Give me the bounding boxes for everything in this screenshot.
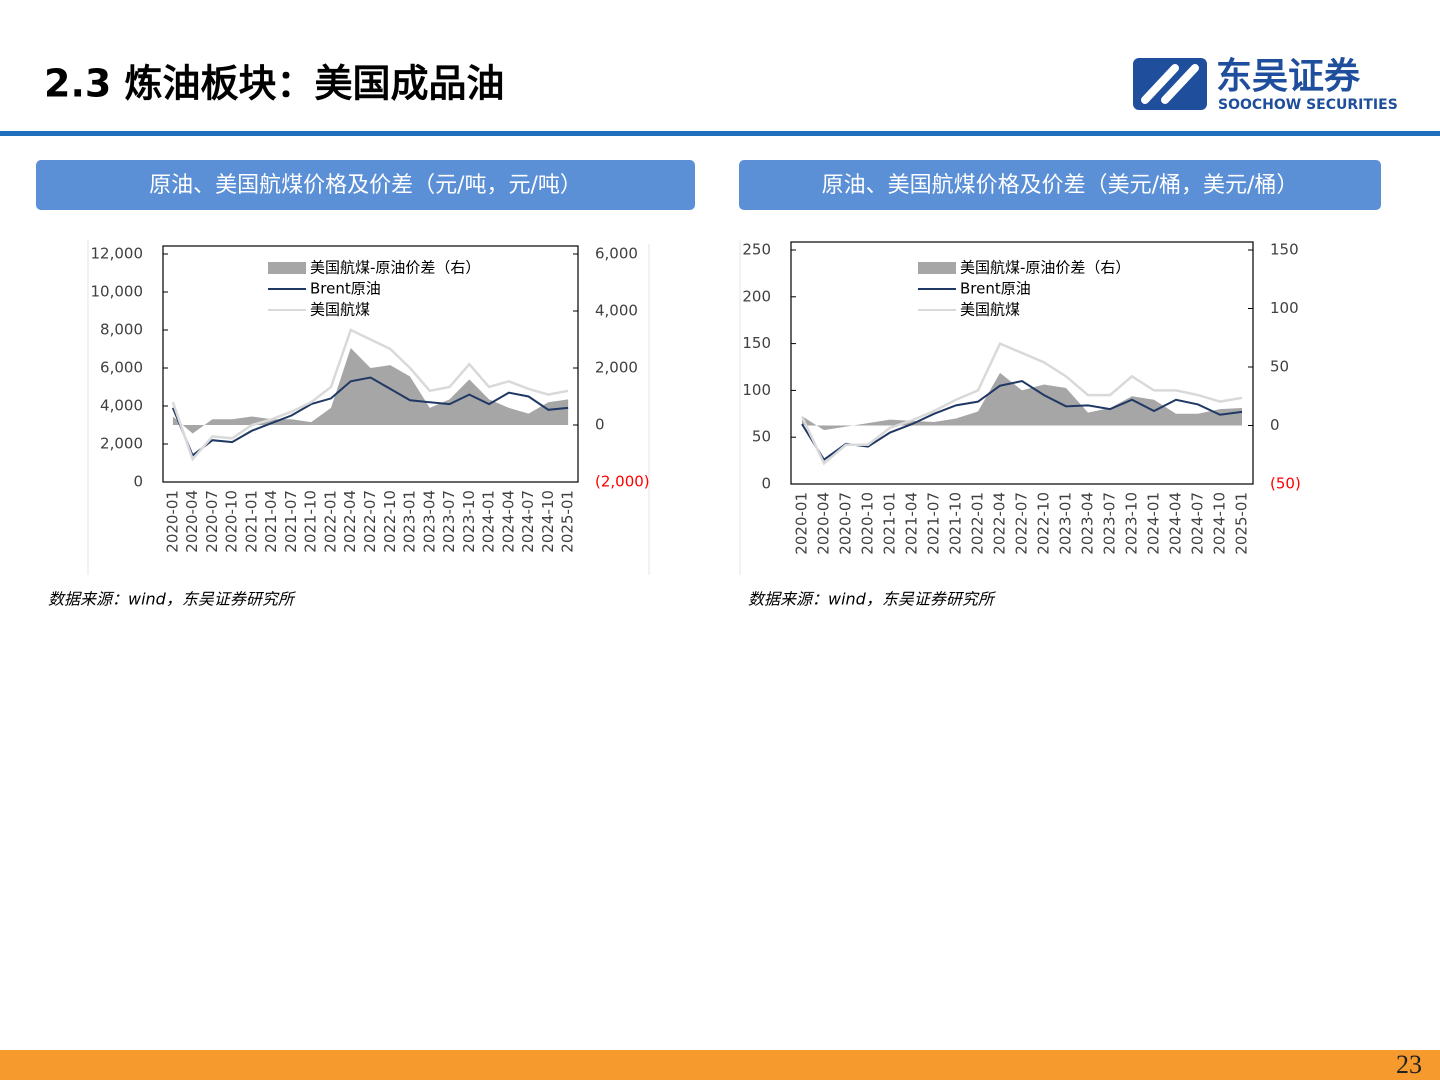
series-line (801, 379, 1243, 462)
x-tick-label: 2024-10 (1211, 492, 1229, 555)
x-tick-label: 2025-01 (559, 490, 577, 553)
x-tick-label: 2020-10 (859, 492, 877, 555)
y-tick-label: 250 (742, 241, 771, 259)
y-tick-label: 50 (752, 428, 771, 446)
x-tick-label: 2024-10 (539, 490, 557, 553)
y2-tick-label: 50 (1270, 358, 1289, 376)
x-tick-label: 2022-01 (969, 492, 987, 555)
logo-cn: 东吴证券 (1216, 56, 1361, 97)
y-tick-label: 12,000 (91, 245, 144, 263)
y-tick-label: 6,000 (100, 359, 143, 377)
x-tick-label: 2024-07 (1189, 492, 1207, 555)
chart-title-box (739, 160, 1381, 210)
x-tick-label: 2021-07 (282, 490, 300, 553)
series-line (800, 341, 1243, 466)
y2-tick-label: (50) (1270, 475, 1301, 493)
x-tick-label: 2021-01 (881, 492, 899, 555)
y2-tick-label: 0 (1270, 416, 1280, 434)
x-tick-label: 2023-07 (440, 490, 458, 553)
x-tick-label: 2020-04 (183, 490, 201, 553)
x-tick-label: 2021-10 (947, 492, 965, 555)
y-tick-label: 10,000 (91, 283, 144, 301)
spread-area (802, 372, 1242, 431)
y-tick-label: 100 (742, 381, 771, 399)
x-tick-label: 2024-04 (1167, 492, 1185, 555)
x-tick-label: 2020-01 (163, 490, 181, 553)
x-tick-label: 2021-10 (302, 490, 320, 553)
legend-label: 美国航煤-原油价差（右） (960, 259, 1130, 277)
y-tick-label: 2,000 (100, 435, 143, 453)
plot-frame (162, 245, 579, 483)
chart-title-box (36, 160, 695, 210)
x-tick-label: 2020-07 (203, 490, 221, 553)
x-tick-label: 2021-01 (242, 490, 260, 553)
source-note: 数据来源：wind，东吴证券研究所 (748, 590, 997, 609)
x-tick-label: 2023-07 (1101, 492, 1119, 555)
x-tick-label: 2022-07 (1013, 492, 1031, 555)
y2-tick-label: 0 (595, 416, 605, 434)
chart-title: 原油、美国航煤价格及价差（元/吨，元/吨） (149, 173, 582, 198)
x-tick-label: 2021-04 (262, 490, 280, 553)
x-tick-label: 2020-10 (223, 490, 241, 553)
x-tick-label: 2022-10 (1035, 492, 1053, 555)
y-tick-label: 8,000 (100, 321, 143, 339)
slide-title: 2.3 炼油板块：美国成品油 (44, 62, 505, 106)
x-tick-label: 2023-10 (460, 490, 478, 553)
y2-tick-label: 6,000 (595, 245, 638, 263)
x-tick-label: 2022-01 (321, 490, 339, 553)
page-number: 23 (1396, 1050, 1422, 1079)
series-line (171, 376, 569, 457)
y2-tick-label: 150 (1270, 241, 1299, 259)
x-tick-label: 2023-04 (420, 490, 438, 553)
source-note: 数据来源：wind，东吴证券研究所 (48, 590, 297, 609)
series-line (171, 328, 569, 462)
plot-frame (790, 241, 1254, 485)
x-tick-label: 2025-01 (1233, 492, 1251, 555)
x-tick-label: 2022-04 (341, 490, 359, 553)
y-tick-label: 150 (742, 334, 771, 352)
legend-swatch (918, 262, 956, 274)
legend-label: 美国航煤-原油价差（右） (310, 259, 480, 277)
x-tick-label: 2024-04 (499, 490, 517, 553)
x-tick-label: 2020-04 (815, 492, 833, 555)
x-tick-label: 2024-01 (1145, 492, 1163, 555)
y-tick-label: 4,000 (100, 397, 143, 415)
x-tick-label: 2023-01 (401, 490, 419, 553)
y2-tick-label: 2,000 (595, 359, 638, 377)
spread-area (172, 348, 569, 434)
x-tick-label: 2022-10 (381, 490, 399, 553)
x-tick-label: 2022-04 (991, 492, 1009, 555)
header-rule (0, 131, 1440, 136)
chart-title: 原油、美国航煤价格及价差（美元/桶，美元/桶） (822, 173, 1299, 198)
logo-en: SOOCHOW SECURITIES (1218, 97, 1398, 113)
x-tick-label: 2022-07 (361, 490, 379, 553)
x-tick-label: 2020-01 (793, 492, 811, 555)
y-tick-label: 0 (133, 473, 143, 491)
x-tick-label: 2023-01 (1057, 492, 1075, 555)
legend-label: 美国航煤 (960, 301, 1020, 319)
legend-swatch (268, 262, 306, 274)
legend-label: Brent原油 (310, 280, 381, 298)
y-tick-label: 200 (742, 287, 771, 305)
logo-icon (1133, 58, 1207, 110)
x-tick-label: 2023-10 (1123, 492, 1141, 555)
legend-label: 美国航煤 (310, 301, 370, 319)
x-tick-label: 2021-04 (903, 492, 921, 555)
footer-bar (0, 1050, 1440, 1080)
x-tick-label: 2020-07 (837, 492, 855, 555)
y2-tick-label: 100 (1270, 299, 1299, 317)
x-tick-label: 2021-07 (925, 492, 943, 555)
y2-tick-label: (2,000) (595, 473, 650, 491)
y-tick-label: 0 (761, 475, 771, 493)
x-tick-label: 2024-07 (519, 490, 537, 553)
x-tick-label: 2023-04 (1079, 492, 1097, 555)
x-tick-label: 2024-01 (480, 490, 498, 553)
y2-tick-label: 4,000 (595, 302, 638, 320)
legend-label: Brent原油 (960, 280, 1031, 298)
